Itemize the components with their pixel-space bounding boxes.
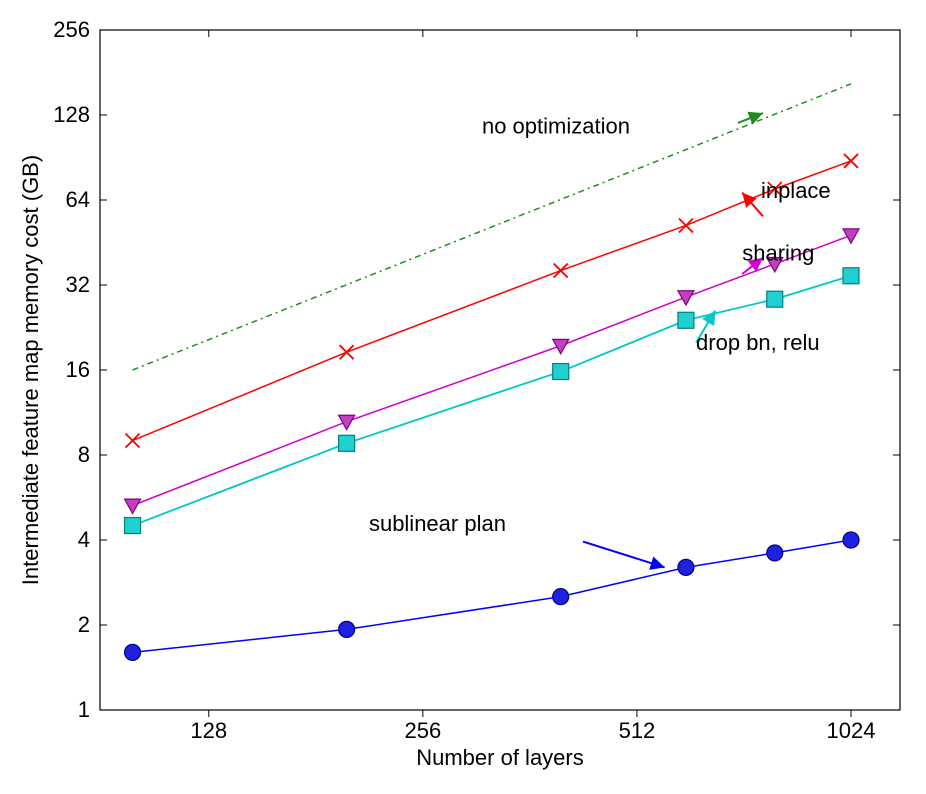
annotation-label: sharing [742,241,814,266]
y-tick-label: 256 [53,17,90,42]
x-tick-label: 1024 [827,718,876,743]
annotation-label: inplace [761,178,831,203]
chart-container: 12825651210241248163264128256Number of l… [0,0,926,794]
y-tick-label: 128 [53,102,90,127]
y-tick-label: 4 [78,527,90,552]
y-tick-label: 64 [66,187,90,212]
annotation-label: no optimization [482,114,630,139]
y-tick-label: 16 [66,357,90,382]
y-tick-label: 32 [66,272,90,297]
memory-cost-chart: 12825651210241248163264128256Number of l… [0,0,926,794]
x-tick-label: 512 [619,718,656,743]
y-tick-label: 1 [78,697,90,722]
annotation-label: sublinear plan [369,511,506,536]
y-axis-label: Intermediate feature map memory cost (GB… [18,155,43,585]
x-axis-label: Number of layers [416,745,584,770]
x-tick-label: 256 [405,718,442,743]
x-tick-label: 128 [190,718,227,743]
y-tick-label: 8 [78,442,90,467]
annotation-label: drop bn, relu [696,330,820,355]
y-tick-label: 2 [78,612,90,637]
